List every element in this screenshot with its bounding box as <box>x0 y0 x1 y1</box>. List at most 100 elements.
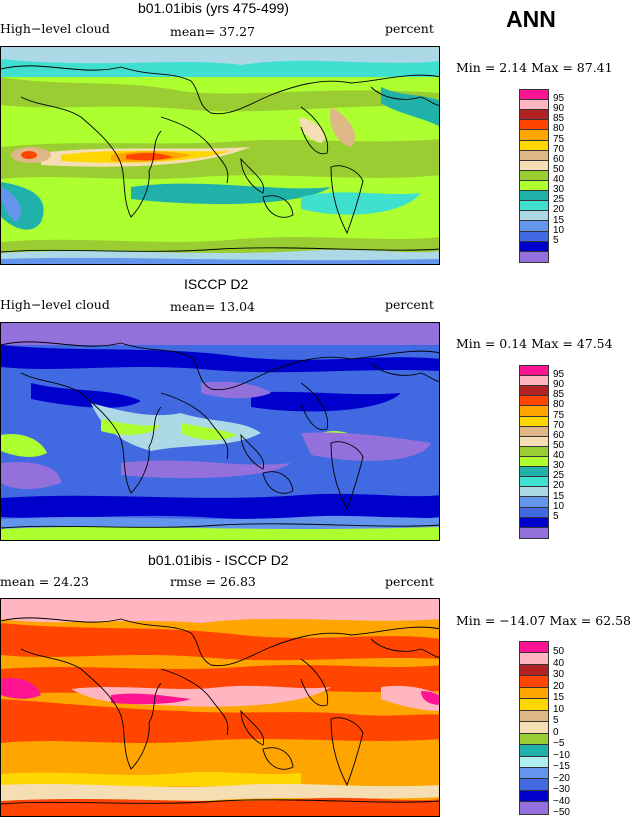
colorbar-swatch <box>520 699 548 711</box>
panel-1-minmax: Min = 2.14 Max = 87.41 <box>456 60 613 75</box>
colorbar-swatch <box>520 802 548 814</box>
colorbar-tick-label: 5 <box>553 234 559 246</box>
colorbar-swatch <box>520 211 548 222</box>
colorbar-swatch <box>520 467 548 478</box>
panel-2-mean: mean= 13.04 <box>170 299 255 314</box>
colorbar-tick-label: 85 <box>553 389 565 401</box>
colorbar-swatch <box>520 170 548 181</box>
colorbar-tick-label: 95 <box>553 369 565 381</box>
colorbar-tick-label: 15 <box>553 490 565 502</box>
panel-2-minmax: Min = 0.14 Max = 47.54 <box>456 336 613 351</box>
colorbar-swatch <box>520 386 548 397</box>
colorbar-swatch <box>520 100 548 111</box>
colorbar-swatch <box>520 779 548 791</box>
colorbar-swatch <box>520 745 548 757</box>
colorbar-swatch <box>520 376 548 387</box>
colorbar-swatch <box>520 676 548 688</box>
panel-1-variable-label: High−level cloud <box>0 21 110 36</box>
panel-3-units: percent <box>385 574 434 589</box>
colorbar-tick-label: 5 <box>553 715 559 727</box>
colorbar-tick-label: 80 <box>553 123 565 135</box>
colorbar-swatch <box>520 767 548 780</box>
colorbar-tick-label: 95 <box>553 93 565 105</box>
colorbar-swatch <box>520 396 548 407</box>
colorbar-tick-label: 40 <box>553 174 565 186</box>
panel-1-mean: mean= 37.27 <box>170 24 255 39</box>
colorbar-tick-label: 90 <box>553 103 565 115</box>
colorbar-swatch <box>520 160 548 171</box>
colorbar-tick-label: 60 <box>553 153 565 165</box>
colorbar-swatch <box>520 110 548 121</box>
panel-3-minmax: Min = −14.07 Max = 62.58 <box>456 613 632 628</box>
colorbar-tick-label: 75 <box>553 409 565 421</box>
colorbar-swatch <box>520 664 548 677</box>
panel-3-colorbar <box>519 641 549 815</box>
panel-3-mean: mean = 24.23 <box>0 574 89 589</box>
colorbar-swatch <box>520 446 548 457</box>
colorbar-swatch <box>520 653 548 665</box>
colorbar-tick-label: 50 <box>553 163 565 175</box>
colorbar-tick-label: 60 <box>553 429 565 441</box>
colorbar-swatch <box>520 120 548 131</box>
colorbar-swatch <box>520 722 548 734</box>
colorbar-tick-label: 20 <box>553 480 565 492</box>
colorbar-swatch <box>520 180 548 192</box>
colorbar-swatch <box>520 456 548 468</box>
colorbar-swatch <box>520 790 548 803</box>
colorbar-swatch <box>520 517 548 528</box>
colorbar-swatch <box>520 130 548 141</box>
panel-2-colorbar-labels: 95 90 85 80 75 70 60 50 40 30 25 20 15 10 5 <box>553 365 613 535</box>
colorbar-tick-label: 70 <box>553 419 565 431</box>
colorbar-tick-label: 10 <box>553 500 565 512</box>
colorbar-swatch <box>520 507 548 518</box>
panel-1-colorbar-labels: 95 90 85 80 75 70 60 50 40 30 25 20 15 10 5 <box>553 89 613 259</box>
colorbar-tick-label: 30 <box>553 460 565 472</box>
colorbar-tick-label: −5 <box>553 738 565 750</box>
colorbar-swatch <box>520 477 548 488</box>
panel-3-title: b01.01ibis - ISCCP D2 <box>148 552 289 568</box>
panel-2-title: ISCCP D2 <box>184 276 249 292</box>
panel-3-map <box>0 598 440 817</box>
colorbar-swatch <box>520 642 548 654</box>
colorbar-tick-label: −10 <box>553 749 570 761</box>
colorbar-tick-label: −15 <box>553 761 570 773</box>
panel-1-map <box>0 46 440 265</box>
colorbar-tick-label: 85 <box>553 113 565 125</box>
colorbar-swatch <box>520 687 548 700</box>
colorbar-tick-label: 75 <box>553 133 565 145</box>
panel-2-map <box>0 322 440 541</box>
colorbar-swatch <box>520 231 548 242</box>
colorbar-swatch <box>520 406 548 417</box>
colorbar-tick-label: 15 <box>553 692 565 704</box>
colorbar-swatch <box>520 366 548 377</box>
colorbar-tick-label: 90 <box>553 379 565 391</box>
panel-1-units: percent <box>385 21 434 36</box>
colorbar-swatch <box>520 140 548 151</box>
colorbar-swatch <box>520 191 548 202</box>
panel-1-colorbar <box>519 89 549 263</box>
colorbar-swatch <box>520 150 548 161</box>
colorbar-tick-label: 20 <box>553 204 565 216</box>
colorbar-tick-label: 80 <box>553 399 565 411</box>
panel-1-title: b01.01ibis (yrs 475-499) <box>138 0 289 16</box>
panel-3-rmse: rmse = 26.83 <box>170 574 256 589</box>
colorbar-tick-label: 0 <box>553 726 559 738</box>
panel-2-units: percent <box>385 297 434 312</box>
panel-3-contour-map <box>1 599 439 816</box>
colorbar-swatch <box>520 251 548 262</box>
panel-2-contour-map <box>1 323 439 540</box>
colorbar-swatch <box>520 436 548 447</box>
colorbar-swatch <box>520 221 548 232</box>
colorbar-tick-label: −20 <box>553 772 570 784</box>
colorbar-tick-label: 70 <box>553 143 565 155</box>
colorbar-tick-label: 40 <box>553 657 565 669</box>
colorbar-tick-label: 10 <box>553 703 565 715</box>
colorbar-tick-label: 25 <box>553 194 565 206</box>
colorbar-tick-label: 20 <box>553 680 565 692</box>
panel-2-variable-label: High−level cloud <box>0 297 110 312</box>
colorbar-tick-label: −40 <box>553 795 570 807</box>
colorbar-swatch <box>520 527 548 538</box>
colorbar-tick-label: −30 <box>553 784 570 796</box>
colorbar-swatch <box>520 497 548 508</box>
colorbar-tick-label: 50 <box>553 646 565 658</box>
